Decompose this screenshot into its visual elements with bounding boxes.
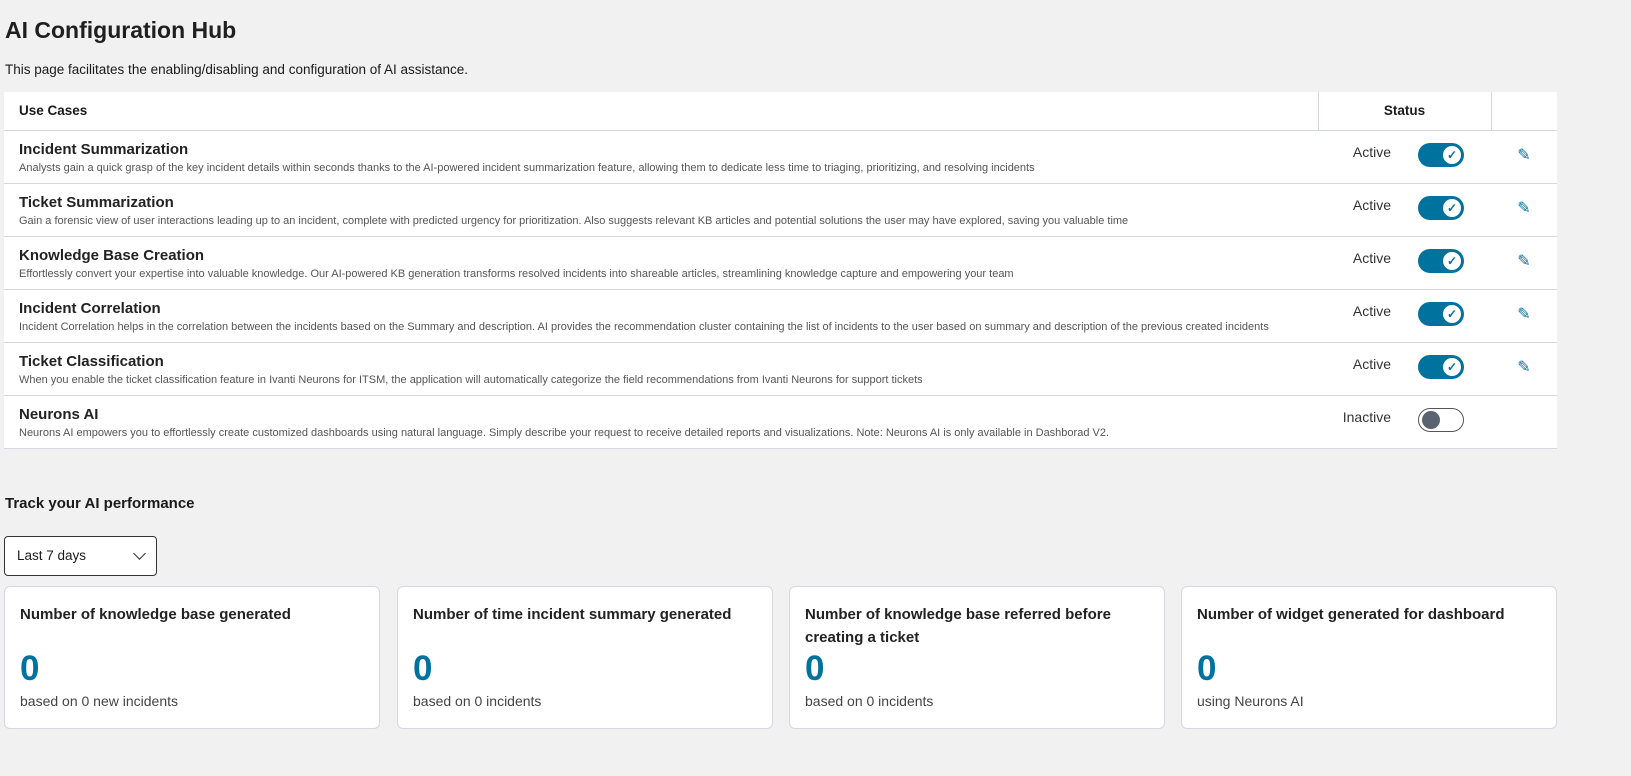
check-icon: ✓ — [1443, 145, 1461, 164]
table-row: Knowledge Base Creation Effortlessly conv… — [4, 236, 1557, 290]
use-case-name: Neurons AI — [19, 405, 99, 423]
status-cell: Inactive — [1318, 395, 1491, 449]
status-cell: Active ✓ — [1318, 342, 1491, 396]
status-label: Inactive — [1342, 408, 1391, 425]
status-label: Active — [1352, 143, 1391, 160]
check-icon: ✓ — [1443, 304, 1461, 323]
page-subtitle: This page facilitates the enabling/disab… — [5, 62, 469, 77]
use-case-name: Incident Summarization — [19, 140, 189, 158]
metric-title: Number of knowledge base generated — [20, 606, 291, 623]
metric-title: Number of time incident summary generate… — [413, 606, 732, 623]
use-cases-table: Use Cases Status Incident Summarization A… — [4, 92, 1557, 449]
check-icon: ✓ — [1443, 357, 1461, 376]
edit-cell: ✎ — [1491, 342, 1557, 396]
check-icon: ✓ — [1443, 251, 1461, 270]
metric-value: 0 — [1197, 649, 1217, 688]
use-case-name: Knowledge Base Creation — [19, 246, 205, 264]
use-case-name: Incident Correlation — [19, 299, 161, 317]
table-row: Incident Summarization Analysts gain a qu… — [4, 130, 1557, 184]
use-case-description: Analysts gain a quick grasp of the key i… — [19, 161, 1035, 174]
header-status: Status — [1317, 92, 1492, 131]
pencil-icon[interactable]: ✎ — [1517, 358, 1531, 376]
use-case-cell: Knowledge Base Creation Effortlessly conv… — [4, 236, 1318, 290]
metric-title: Number of widget generated for dashboard — [1197, 606, 1505, 623]
use-case-cell: Incident Summarization Analysts gain a qu… — [4, 130, 1318, 184]
status-toggle[interactable]: ✓ — [1418, 301, 1464, 326]
use-case-name: Ticket Classification — [19, 352, 164, 370]
table-row: Incident Correlation Incident Correlation… — [4, 289, 1557, 343]
edit-cell: ✎ — [1491, 183, 1557, 237]
edit-cell: ✎ — [1491, 236, 1557, 290]
edit-cell: ✎ — [1491, 130, 1557, 184]
page-title: AI Configuration Hub — [5, 17, 237, 43]
chevron-down-icon — [133, 547, 146, 560]
pencil-icon[interactable]: ✎ — [1517, 199, 1531, 217]
status-toggle[interactable]: ✓ — [1418, 142, 1464, 167]
use-case-cell: Ticket Summarization Gain a forensic view… — [4, 183, 1318, 237]
metric-card: Number of time incident summary generate… — [397, 586, 773, 729]
metric-card: Number of knowledge base generated 0 based… — [4, 586, 380, 729]
status-toggle[interactable]: ✓ — [1418, 248, 1464, 273]
pencil-icon[interactable]: ✎ — [1517, 146, 1531, 164]
metric-caption: based on 0 incidents — [805, 693, 934, 709]
status-cell: Active ✓ — [1318, 130, 1491, 184]
toggle-knob — [1422, 410, 1440, 429]
performance-title: Track your AI performance — [5, 495, 195, 512]
status-label: Active — [1352, 302, 1391, 319]
table-row: Neurons AI Neurons AI empowers you to eff… — [4, 395, 1557, 449]
date-range-dropdown[interactable]: Last 7 days — [4, 536, 157, 576]
pencil-icon[interactable]: ✎ — [1517, 252, 1531, 270]
status-label: Active — [1352, 249, 1391, 266]
metric-caption: based on 0 new incidents — [20, 693, 178, 709]
edit-cell: ✎ — [1491, 289, 1557, 343]
status-label: Active — [1352, 196, 1391, 213]
use-case-cell: Neurons AI Neurons AI empowers you to eff… — [4, 395, 1318, 449]
table-row: Ticket Classification When you enable the… — [4, 342, 1557, 396]
use-case-description: When you enable the ticket classificatio… — [19, 373, 923, 386]
metric-title: Number of knowledge base referred before… — [805, 606, 1111, 646]
metric-value: 0 — [20, 649, 40, 688]
use-case-name: Ticket Summarization — [19, 193, 174, 211]
status-cell: Active ✓ — [1318, 289, 1491, 343]
date-range-value: Last 7 days — [17, 548, 87, 563]
metric-value: 0 — [413, 649, 433, 688]
metric-caption: using Neurons AI — [1197, 693, 1304, 709]
check-icon: ✓ — [1443, 198, 1461, 217]
metric-card: Number of widget generated for dashboard… — [1181, 586, 1557, 729]
status-toggle[interactable]: ✓ — [1418, 195, 1464, 220]
edit-cell — [1491, 395, 1557, 449]
header-actions — [1491, 92, 1557, 131]
status-toggle[interactable]: ✓ — [1418, 354, 1464, 379]
use-case-description: Neurons AI empowers you to effortlessly … — [19, 426, 1110, 439]
status-cell: Active ✓ — [1318, 236, 1491, 290]
header-use-cases: Use Cases — [4, 92, 1318, 131]
metric-value: 0 — [805, 649, 825, 688]
metric-card: Number of knowledge base referred before… — [789, 586, 1165, 729]
use-case-description: Gain a forensic view of user interaction… — [19, 214, 1129, 227]
status-label: Active — [1352, 355, 1391, 372]
use-case-cell: Incident Correlation Incident Correlation… — [4, 289, 1318, 343]
pencil-icon[interactable]: ✎ — [1517, 305, 1531, 323]
metric-caption: based on 0 incidents — [413, 693, 542, 709]
use-case-cell: Ticket Classification When you enable the… — [4, 342, 1318, 396]
status-cell: Active ✓ — [1318, 183, 1491, 237]
use-case-description: Incident Correlation helps in the correl… — [19, 320, 1269, 333]
status-toggle[interactable] — [1418, 407, 1464, 432]
use-case-description: Effortlessly convert your expertise into… — [19, 267, 1014, 280]
table-row: Ticket Summarization Gain a forensic view… — [4, 183, 1557, 237]
